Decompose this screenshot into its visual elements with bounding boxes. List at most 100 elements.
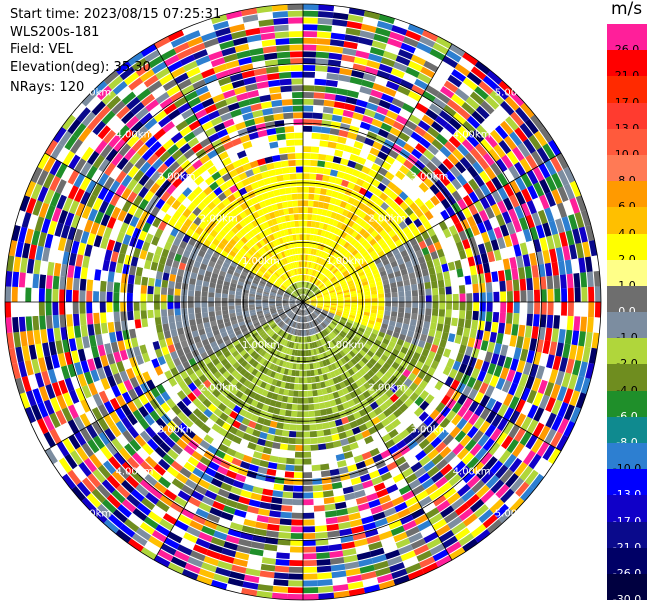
velocity-gate xyxy=(355,371,363,379)
velocity-gate xyxy=(310,159,318,167)
velocity-gate xyxy=(71,485,86,502)
velocity-gate xyxy=(303,241,307,247)
velocity-gate xyxy=(316,44,330,52)
velocity-gate xyxy=(279,408,286,416)
velocity-gate xyxy=(399,211,409,221)
velocity-gate xyxy=(501,435,514,450)
velocity-gate xyxy=(526,313,533,327)
velocity-gate xyxy=(32,388,43,404)
velocity-gate xyxy=(389,562,405,573)
velocity-gate xyxy=(578,331,586,347)
velocity-gate xyxy=(79,290,86,302)
velocity-gate xyxy=(516,230,526,244)
velocity-gate xyxy=(333,337,340,345)
velocity-gate xyxy=(531,264,539,278)
velocity-gate xyxy=(303,297,309,302)
velocity-gate xyxy=(140,285,148,294)
velocity-gate xyxy=(495,105,510,121)
velocity-gate xyxy=(303,532,316,540)
velocity-gate xyxy=(332,108,344,116)
velocity-gate xyxy=(384,288,391,294)
velocity-gate xyxy=(458,249,467,260)
velocity-gate xyxy=(381,274,389,281)
velocity-gate xyxy=(145,426,157,438)
velocity-gate xyxy=(435,524,451,537)
velocity-gate xyxy=(249,309,256,314)
velocity-gate xyxy=(532,238,542,253)
velocity-gate xyxy=(531,212,542,227)
velocity-gate xyxy=(430,360,440,370)
velocity-gate xyxy=(15,241,24,258)
velocity-gate xyxy=(553,315,561,329)
velocity-gate xyxy=(343,289,350,294)
velocity-gate xyxy=(201,312,209,318)
velocity-gate xyxy=(448,455,462,469)
velocity-gate xyxy=(48,341,57,356)
velocity-gate xyxy=(365,234,374,243)
velocity-gate xyxy=(295,343,299,350)
velocity-gate xyxy=(379,366,388,375)
velocity-gate xyxy=(327,364,334,372)
velocity-gate xyxy=(293,342,297,349)
velocity-gate xyxy=(250,541,265,550)
velocity-gate xyxy=(351,296,358,300)
velocity-gate xyxy=(166,507,181,520)
velocity-gate xyxy=(557,169,570,186)
velocity-gate xyxy=(539,179,551,195)
velocity-gate xyxy=(372,453,383,463)
velocity-gate xyxy=(403,279,411,286)
velocity-gate xyxy=(306,363,311,370)
velocity-gate xyxy=(327,255,333,262)
velocity-gate xyxy=(349,175,359,184)
velocity-gate xyxy=(201,472,214,484)
velocity-gate xyxy=(308,307,313,313)
velocity-gate xyxy=(317,298,324,301)
velocity-gate xyxy=(192,434,203,445)
velocity-gate xyxy=(451,317,458,327)
velocity-gate xyxy=(336,508,349,517)
velocity-gate xyxy=(432,494,447,507)
velocity-gate xyxy=(391,143,403,154)
velocity-gate xyxy=(308,404,315,411)
velocity-gate xyxy=(335,312,342,317)
velocity-gate xyxy=(196,429,207,439)
velocity-gate xyxy=(466,376,477,389)
velocity-gate xyxy=(133,284,141,294)
velocity-gate xyxy=(390,311,398,317)
velocity-gate xyxy=(280,322,286,329)
velocity-gate xyxy=(403,450,415,462)
velocity-gate xyxy=(289,383,295,390)
velocity-gate xyxy=(303,300,310,302)
velocity-gate xyxy=(558,260,566,275)
velocity-gate xyxy=(317,250,323,257)
velocity-gate xyxy=(232,339,240,347)
velocity-gate xyxy=(303,139,312,146)
velocity-gate xyxy=(557,418,570,435)
velocity-gate xyxy=(542,249,551,264)
velocity-gate xyxy=(585,362,595,380)
velocity-gate xyxy=(64,453,78,470)
velocity-gate xyxy=(91,245,100,259)
velocity-gate xyxy=(236,287,243,293)
velocity-gate xyxy=(313,396,319,404)
velocity-gate xyxy=(343,423,352,431)
velocity-gate xyxy=(209,315,216,322)
velocity-gate xyxy=(340,438,350,446)
velocity-gate xyxy=(298,302,303,308)
velocity-gate xyxy=(56,441,70,457)
velocity-gate xyxy=(207,393,217,403)
velocity-gate xyxy=(290,342,295,349)
velocity-gate xyxy=(285,309,292,314)
velocity-gate xyxy=(282,303,289,306)
velocity-gate xyxy=(511,324,519,336)
velocity-gate xyxy=(374,234,382,242)
velocity-gate xyxy=(223,453,234,463)
velocity-gate xyxy=(535,365,546,380)
velocity-gate xyxy=(303,302,308,308)
velocity-gate xyxy=(262,446,272,455)
velocity-gate xyxy=(42,247,51,262)
velocity-gate xyxy=(453,460,466,474)
velocity-gate xyxy=(150,333,159,343)
velocity-gate xyxy=(395,538,411,549)
velocity-gate xyxy=(192,544,208,555)
